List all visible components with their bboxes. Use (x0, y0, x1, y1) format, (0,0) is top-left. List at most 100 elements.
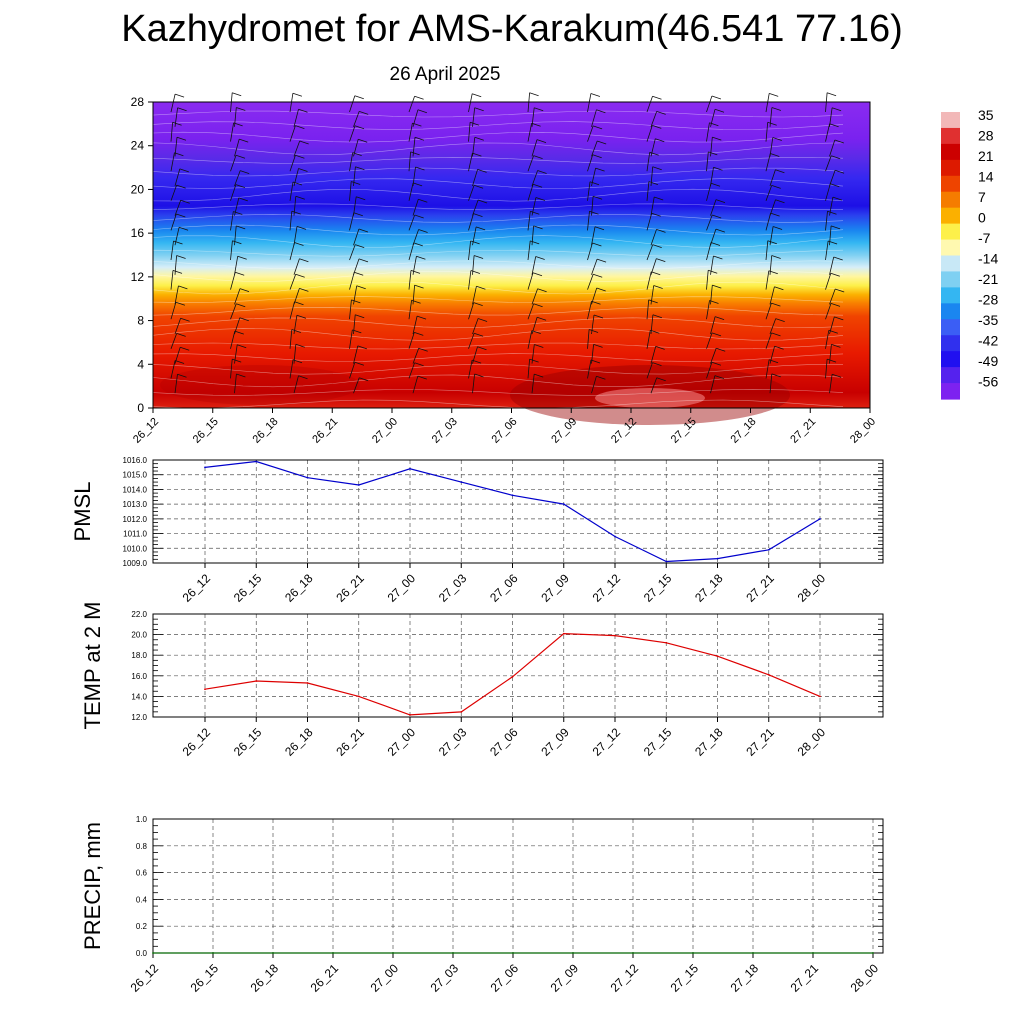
wind-barb-flag (831, 107, 842, 112)
wind-barb-flag (416, 255, 426, 260)
wind-barb-flag (292, 181, 303, 186)
wind-barb-flag (351, 299, 361, 304)
wind-barb-flag (827, 240, 838, 245)
wind-barb-staff (765, 212, 771, 231)
series-point (614, 634, 616, 637)
heatmap-x-tick-label: 26_21 (310, 416, 340, 446)
wind-barb-flag (233, 211, 243, 215)
wind-barb-flag (768, 270, 778, 275)
wind-barb-flag (530, 210, 540, 215)
wind-barb-staff (710, 375, 716, 394)
wind-barb-staff (646, 299, 650, 320)
wind-barb-staff (587, 242, 593, 261)
colorbar-label: -56 (978, 374, 998, 390)
wind-barb-staff (353, 377, 360, 394)
heatmap-contour (152, 178, 844, 189)
colorbar-label: -35 (978, 312, 998, 328)
x-tick-label: 27_15 (641, 725, 675, 759)
wind-barb-staff (531, 170, 538, 187)
wind-barb-flag (354, 361, 365, 366)
y-axis-label: TEMP at 2 M (80, 602, 105, 730)
wind-barb-staff (289, 93, 294, 113)
wind-barb-flag (535, 197, 546, 201)
wind-barb-staff (230, 303, 237, 320)
wind-barb-flag (299, 288, 309, 292)
wind-barb-staff (825, 359, 828, 379)
heatmap-contour (152, 224, 844, 236)
series-point (632, 952, 634, 954)
wind-barb-staff (591, 140, 598, 157)
wind-barb-flag (530, 240, 540, 245)
wind-barb-flag (592, 125, 603, 130)
wind-barb-flag (413, 242, 423, 247)
x-tick-label: 26_18 (282, 571, 316, 605)
colorbar-label: -7 (978, 230, 991, 246)
wind-barb-flag (831, 155, 841, 160)
colorbar-swatch (941, 319, 960, 336)
series-point (872, 952, 874, 954)
wind-barb-flag (295, 154, 305, 159)
wind-barb-staff (646, 96, 653, 113)
wind-barb-staff (408, 270, 412, 290)
wind-barb-flag (709, 122, 719, 127)
wind-barb-flag (352, 152, 362, 156)
heatmap-contour (152, 167, 844, 177)
heatmap-contour (152, 399, 844, 409)
wind-barb-staff (234, 344, 238, 364)
wind-barb-staff (765, 93, 770, 113)
wind-barb-staff (829, 288, 836, 305)
wind-barb-flag (295, 195, 305, 200)
x-tick-label: 26_18 (282, 725, 316, 759)
wind-barb-flag (656, 258, 666, 262)
wind-barb-staff (293, 109, 299, 127)
wind-barb-staff (170, 270, 174, 290)
heatmap-contour (152, 389, 844, 396)
wind-barb-flag (176, 213, 186, 218)
series-point (392, 952, 394, 954)
x-tick-label: 27_09 (548, 961, 582, 995)
wind-barb-staff (769, 318, 777, 335)
heatmap-x-tick-label: 26_15 (191, 416, 221, 446)
x-tick-label: 28_00 (795, 571, 829, 605)
wind-barb-staff (591, 196, 594, 216)
wind-barb-staff (289, 211, 293, 231)
heatmap-contour (152, 249, 844, 257)
wind-barb-flag (173, 240, 183, 245)
heatmap-x-tick-label: 28_00 (848, 416, 878, 446)
x-tick-label: 27_15 (641, 571, 675, 605)
wind-barb-flag (176, 333, 186, 337)
wind-barb-flag (472, 93, 482, 98)
y-tick-label: 0.0 (136, 949, 148, 958)
wind-barb-staff (408, 96, 415, 113)
plot-frame (152, 459, 884, 564)
wind-barb-staff (527, 240, 531, 261)
wind-barb-staff (472, 286, 477, 305)
wind-barb-staff (650, 377, 658, 394)
wind-barb-staff (289, 181, 294, 201)
series-point (212, 952, 214, 954)
wind-barb-staff (170, 152, 175, 172)
wind-barb-flag (656, 377, 666, 382)
wind-barb-flag (708, 269, 718, 274)
heatmap-y-tick-label: 20 (131, 182, 145, 196)
wind-barb-flag (412, 182, 423, 187)
wind-barb-flag (180, 199, 190, 204)
wind-barb-flag (714, 375, 725, 379)
colorbar-swatch (941, 175, 960, 193)
wind-barb-staff (829, 374, 833, 394)
wind-barb-staff (765, 302, 772, 320)
wind-barb-flag (295, 273, 305, 278)
wind-barb-flag (178, 285, 188, 290)
wind-barb-staff (349, 329, 353, 349)
x-tick-label: 26_12 (128, 961, 162, 995)
colorbar-swatch (941, 207, 960, 225)
colorbar-swatch (941, 112, 960, 129)
wind-barb-staff (468, 360, 473, 379)
series-point (460, 481, 463, 483)
wind-barb-staff (587, 274, 594, 290)
wind-barb-staff (825, 240, 829, 261)
wind-barb-flag (418, 198, 428, 203)
wind-barb-flag (652, 166, 662, 171)
y-axis-label: PMSL (70, 482, 95, 542)
wind-barb-flag (767, 240, 777, 245)
